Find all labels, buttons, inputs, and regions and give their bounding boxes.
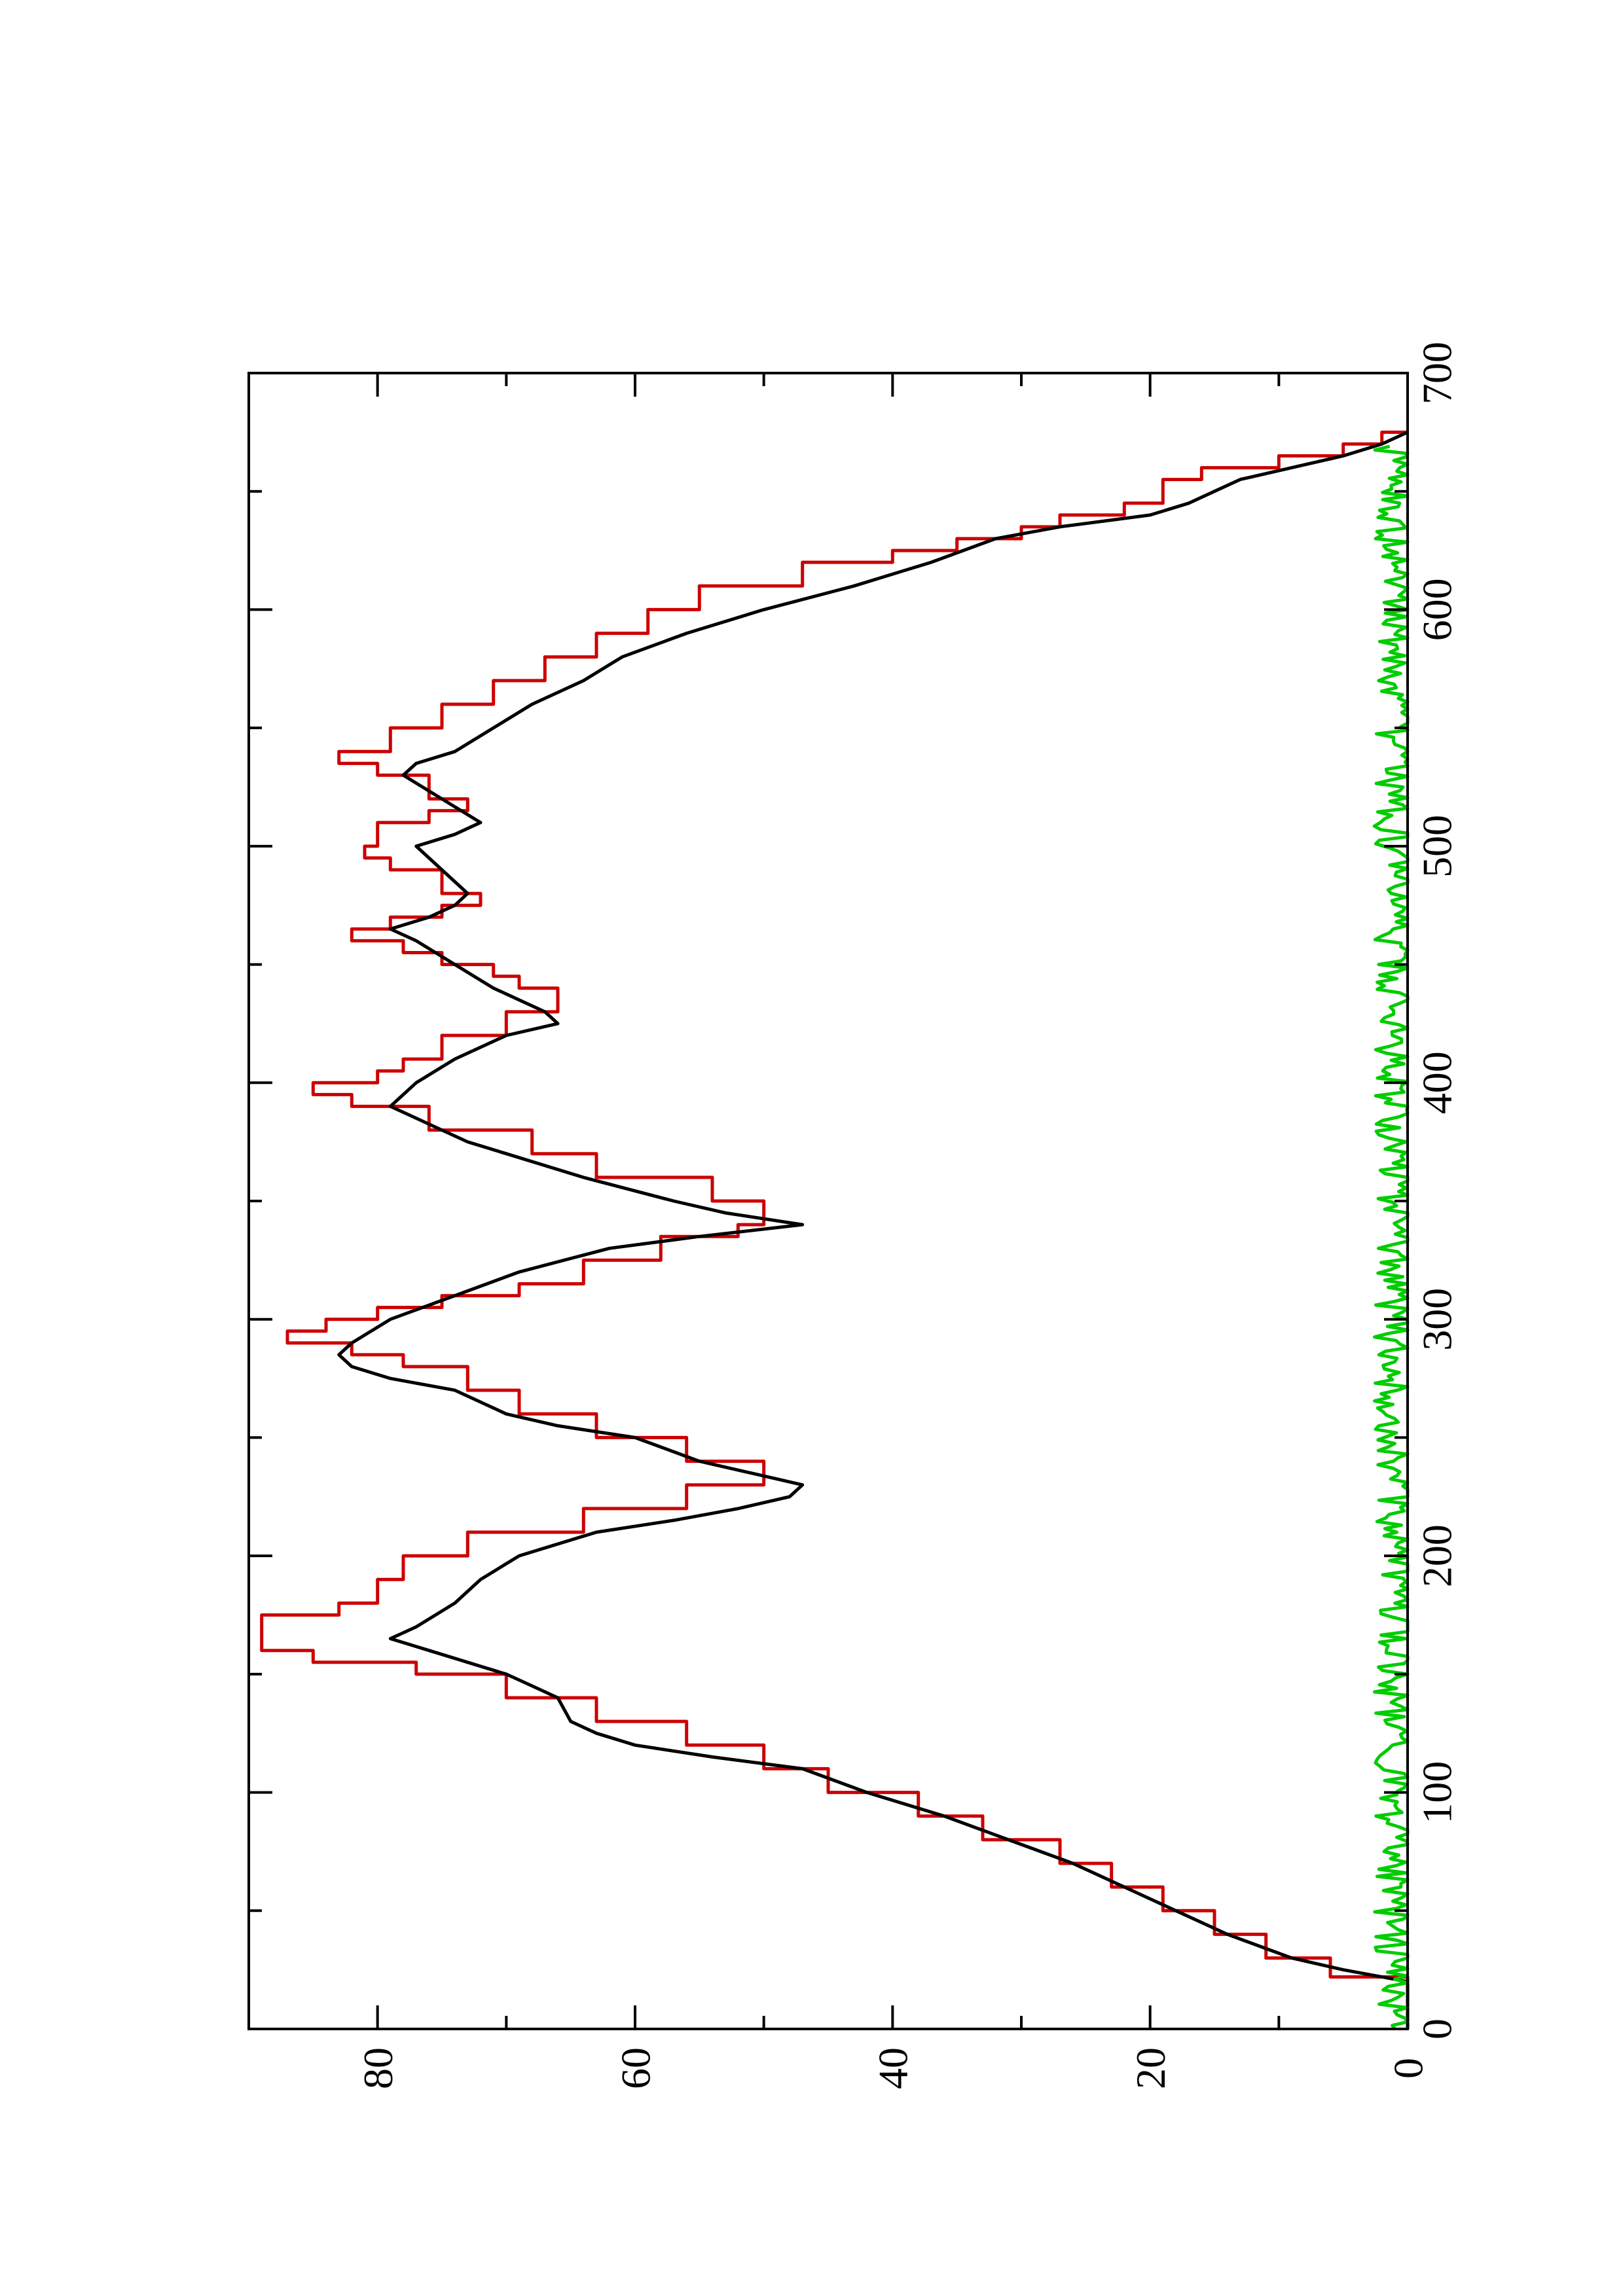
y-tick-label: 60 [612,2047,659,2089]
x-tick-label: 700 [1413,342,1460,404]
x-tick-label: 400 [1413,1051,1460,1114]
x-tick-label: 500 [1413,815,1460,878]
axes: 0 100 200 300 400 500 600 700 0 20 40 60 80 [247,342,1460,2089]
y-tick-label: 0 [1385,2058,1431,2079]
y-tick-label: 40 [870,2047,917,2089]
plot-area [260,430,1410,2030]
y-tick-label: 80 [355,2047,401,2089]
x-tick-label: 0 [1413,2018,1460,2039]
x-tick-label: 600 [1413,578,1460,641]
x-tick-label: 200 [1413,1524,1460,1587]
series-line-2 [337,431,1410,2029]
series-line-1 [260,430,1410,2029]
x-tick-label: 300 [1413,1288,1460,1351]
x-tick-label: 100 [1413,1761,1460,1824]
y-tick-label: 20 [1127,2047,1174,2089]
